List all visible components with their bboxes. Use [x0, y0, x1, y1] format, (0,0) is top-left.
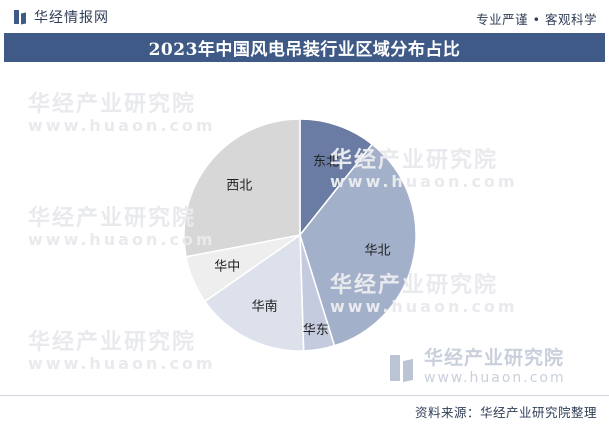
pie-label-3: 华南 — [252, 299, 278, 315]
brand-name: 华经情报网 — [34, 10, 109, 26]
brand-logo-icon — [14, 9, 28, 25]
watermark-logo-icon — [390, 353, 416, 383]
pie-label-1: 华北 — [364, 244, 390, 259]
pie-slice-5 — [183, 118, 301, 258]
pie-slice-1 — [299, 143, 417, 347]
pie-slice-0 — [299, 118, 374, 238]
pie-slice-3 — [203, 233, 305, 352]
title-bar: 2023年中国风电吊装行业区域分布占比 — [4, 33, 605, 62]
watermark-brand: 华经产业研究院 www.huaon.com — [390, 348, 566, 388]
pie-label-5: 西北 — [226, 179, 252, 194]
chart-title: 2023年中国风电吊装行业区域分布占比 — [148, 40, 461, 60]
source-note: 资料来源：华经产业研究院整理 — [414, 405, 597, 420]
top-bar: 华经情报网 专业严谨 • 客观科学 — [0, 0, 609, 32]
pie-label-4: 华中 — [214, 260, 240, 275]
pie-label-2: 华东 — [303, 323, 329, 338]
brand: 华经情报网 — [14, 7, 109, 27]
footer: 资料来源：华经产业研究院整理 — [0, 395, 609, 425]
chart-area: 华经产业研究院 www.huaon.com 华经产业研究院 www.huaon.co… — [0, 62, 609, 392]
tagline: 专业严谨 • 客观科学 — [476, 12, 597, 27]
pie-label-0: 东北 — [313, 155, 339, 170]
